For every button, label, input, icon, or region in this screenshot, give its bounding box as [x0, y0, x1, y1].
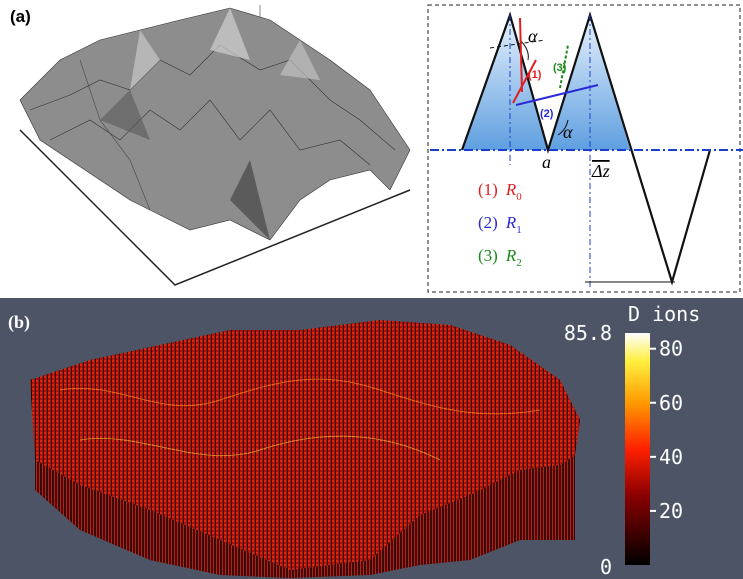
legend-subscript: 0 [516, 191, 522, 203]
angle-label: α [563, 122, 573, 142]
legend-symbol: R [505, 180, 517, 199]
legend-entry: (1) R0 [478, 180, 522, 203]
angle-label: α [528, 26, 538, 46]
legend-number: (2) [478, 213, 498, 232]
point-label: a [542, 152, 551, 172]
colorbar-tick-label: 80 [659, 337, 683, 361]
path-label: (2) [540, 108, 554, 120]
legend-symbol: R [505, 213, 517, 232]
figure: (a) α (1) (2) (3) α a Δz (1)R0(2)R1(3)R2… [0, 0, 743, 579]
panel-label: (a) [10, 7, 31, 26]
panel-label: (b) [8, 312, 30, 333]
path-label: (1) [528, 69, 542, 81]
reflection-diagram [428, 5, 743, 292]
surface-plot [20, 5, 410, 285]
legend-entry: (2) R1 [478, 213, 522, 236]
flux-surface [30, 320, 580, 578]
legend-number: (1) [478, 180, 498, 199]
legend-subscript: 1 [516, 224, 522, 236]
legend-subscript: 2 [516, 257, 522, 269]
colorbar-title: D ions [628, 302, 700, 326]
legend-number: (3) [478, 246, 498, 265]
colorbar [625, 333, 650, 565]
depth-label: Δz [591, 161, 610, 181]
colorbar-tick-label: 40 [659, 445, 683, 469]
colorbar-min: 0 [600, 555, 612, 579]
colorbar-tick-label: 20 [659, 499, 683, 523]
legend-entry: (3) R2 [478, 246, 522, 269]
path-label: (3) [553, 62, 567, 74]
colorbar-max: 85.8 [564, 321, 612, 345]
legend: (1)R0(2)R1(3)R2 [478, 180, 522, 269]
legend-symbol: R [505, 246, 517, 265]
colorbar-tick-label: 60 [659, 391, 683, 415]
